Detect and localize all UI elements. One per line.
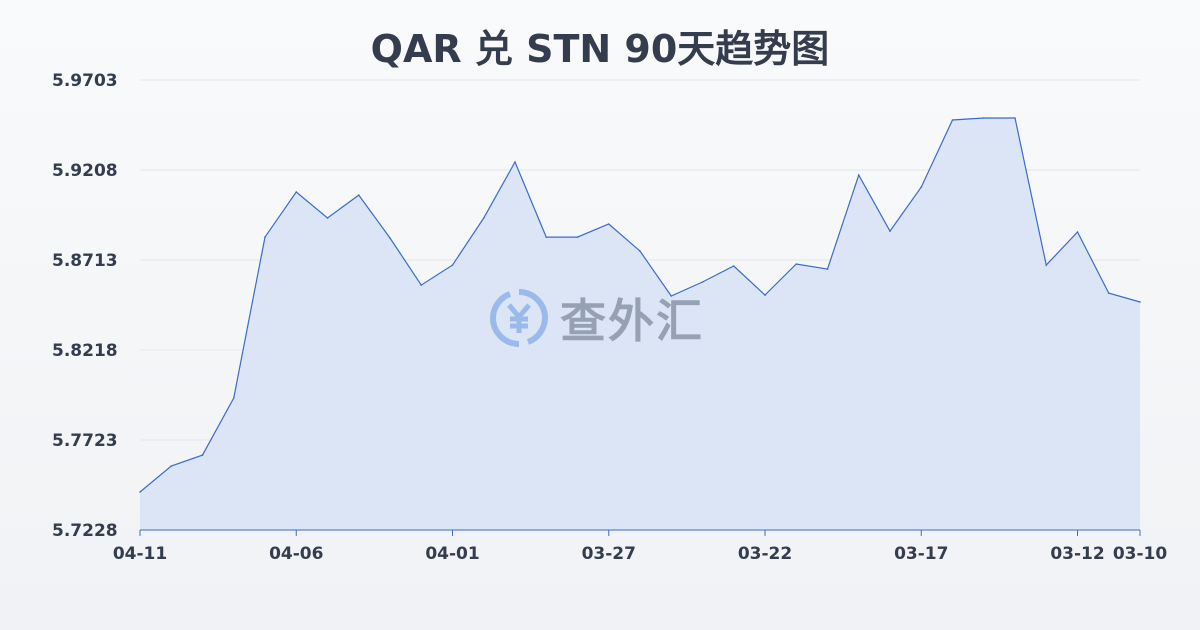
data-point xyxy=(201,454,204,456)
watermark: 查外汇 xyxy=(488,285,704,351)
data-point xyxy=(764,294,766,296)
y-tick-label: 5.7228 xyxy=(52,521,118,541)
yen-exchange-icon xyxy=(490,289,548,347)
data-point xyxy=(295,191,298,193)
data-point xyxy=(951,119,954,121)
data-point xyxy=(795,263,798,265)
data-point xyxy=(857,174,860,176)
x-tick-label: 04-06 xyxy=(269,544,323,564)
data-point xyxy=(889,230,891,232)
data-point xyxy=(639,250,641,252)
data-point xyxy=(326,217,329,219)
data-point xyxy=(232,397,235,399)
x-tick-label: 03-27 xyxy=(582,544,636,564)
y-tick-label: 5.9703 xyxy=(52,71,118,91)
watermark-text: 查外汇 xyxy=(560,294,704,348)
x-tick-label: 03-10 xyxy=(1113,544,1168,564)
data-point xyxy=(1076,231,1079,233)
x-tick-label: 04-01 xyxy=(425,544,479,564)
x-tick-label: 03-12 xyxy=(1050,544,1104,564)
area-fill xyxy=(140,118,1140,530)
data-point xyxy=(264,236,266,238)
y-tick-label: 5.9208 xyxy=(52,161,118,181)
data-point xyxy=(420,284,423,286)
y-tick-label: 5.8713 xyxy=(52,251,118,271)
data-point xyxy=(576,236,579,238)
data-point xyxy=(357,194,360,196)
data-point xyxy=(670,295,673,297)
data-point xyxy=(451,264,454,266)
data-point xyxy=(701,281,704,283)
x-tick-label: 04-11 xyxy=(113,544,167,564)
data-point xyxy=(1045,264,1048,266)
data-point xyxy=(1107,292,1110,294)
y-tick-label: 5.7723 xyxy=(52,431,118,451)
data-point xyxy=(982,117,985,119)
data-point xyxy=(826,268,829,270)
data-point xyxy=(1139,301,1141,303)
data-point xyxy=(607,223,610,225)
x-tick-label: 03-17 xyxy=(894,544,948,564)
chart-title: QAR 兑 STN 90天趋势图 xyxy=(370,27,830,71)
data-point xyxy=(389,237,391,239)
data-point xyxy=(545,236,548,238)
data-point xyxy=(482,217,485,219)
data-point xyxy=(170,465,173,467)
y-tick-label: 5.8218 xyxy=(52,341,118,361)
data-point xyxy=(139,491,141,493)
data-point xyxy=(514,161,516,163)
data-point xyxy=(732,265,735,267)
data-point xyxy=(1014,117,1016,119)
data-point xyxy=(920,186,923,188)
x-tick-label: 03-22 xyxy=(738,544,792,564)
